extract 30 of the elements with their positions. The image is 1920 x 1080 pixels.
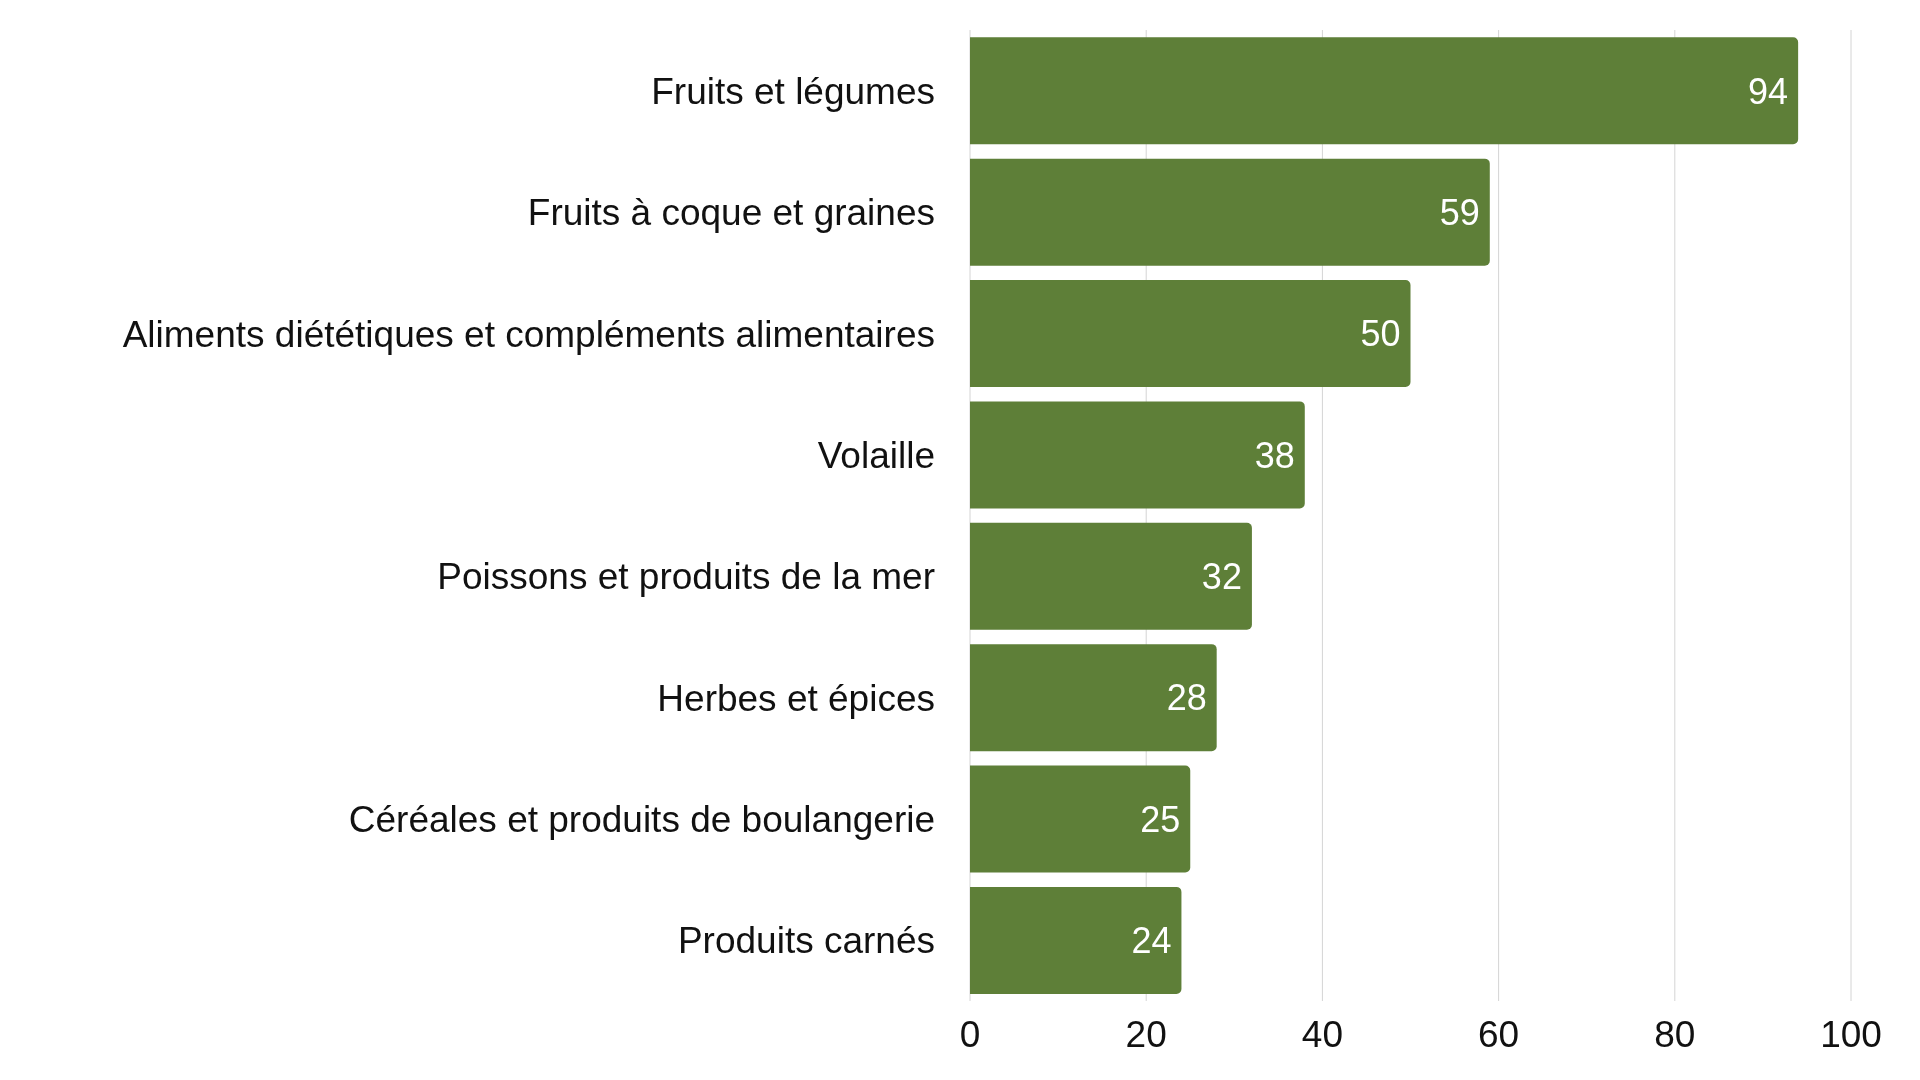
x-tick-label: 0 [959,1014,981,1056]
y-tick-label: Céréales et produits de boulangerie [348,799,935,841]
bar [970,644,1217,752]
x-tick-label: 100 [1820,1014,1882,1056]
bar [970,401,1305,509]
data-label: 94 [1748,70,1789,112]
x-tick-label: 60 [1478,1014,1520,1056]
y-tick-label: Fruits à coque et graines [527,192,935,234]
data-label: 50 [1360,313,1401,355]
bar [970,37,1799,145]
y-tick-label: Produits carnés [677,920,935,962]
data-label: 38 [1254,434,1295,476]
y-tick-label: Fruits et légumes [651,70,935,112]
bar [970,280,1411,388]
data-label: 59 [1439,191,1480,233]
bar [970,765,1191,873]
bar [970,158,1490,266]
data-label: 25 [1140,798,1181,840]
y-tick-label: Poissons et produits de la mer [437,556,935,598]
bar [970,886,1182,994]
data-label: 28 [1166,677,1207,719]
data-label: 32 [1201,556,1242,598]
data-label: 24 [1131,920,1172,962]
bar [970,522,1252,630]
x-tick-label: 80 [1654,1014,1696,1056]
x-tick-label: 20 [1125,1014,1167,1056]
y-tick-label: Aliments diététiques et compléments alimentaires [122,313,935,355]
x-tick-label: 40 [1301,1014,1343,1056]
y-tick-label: Herbes et épices [657,677,935,719]
y-tick-label: Volaille [817,434,935,476]
